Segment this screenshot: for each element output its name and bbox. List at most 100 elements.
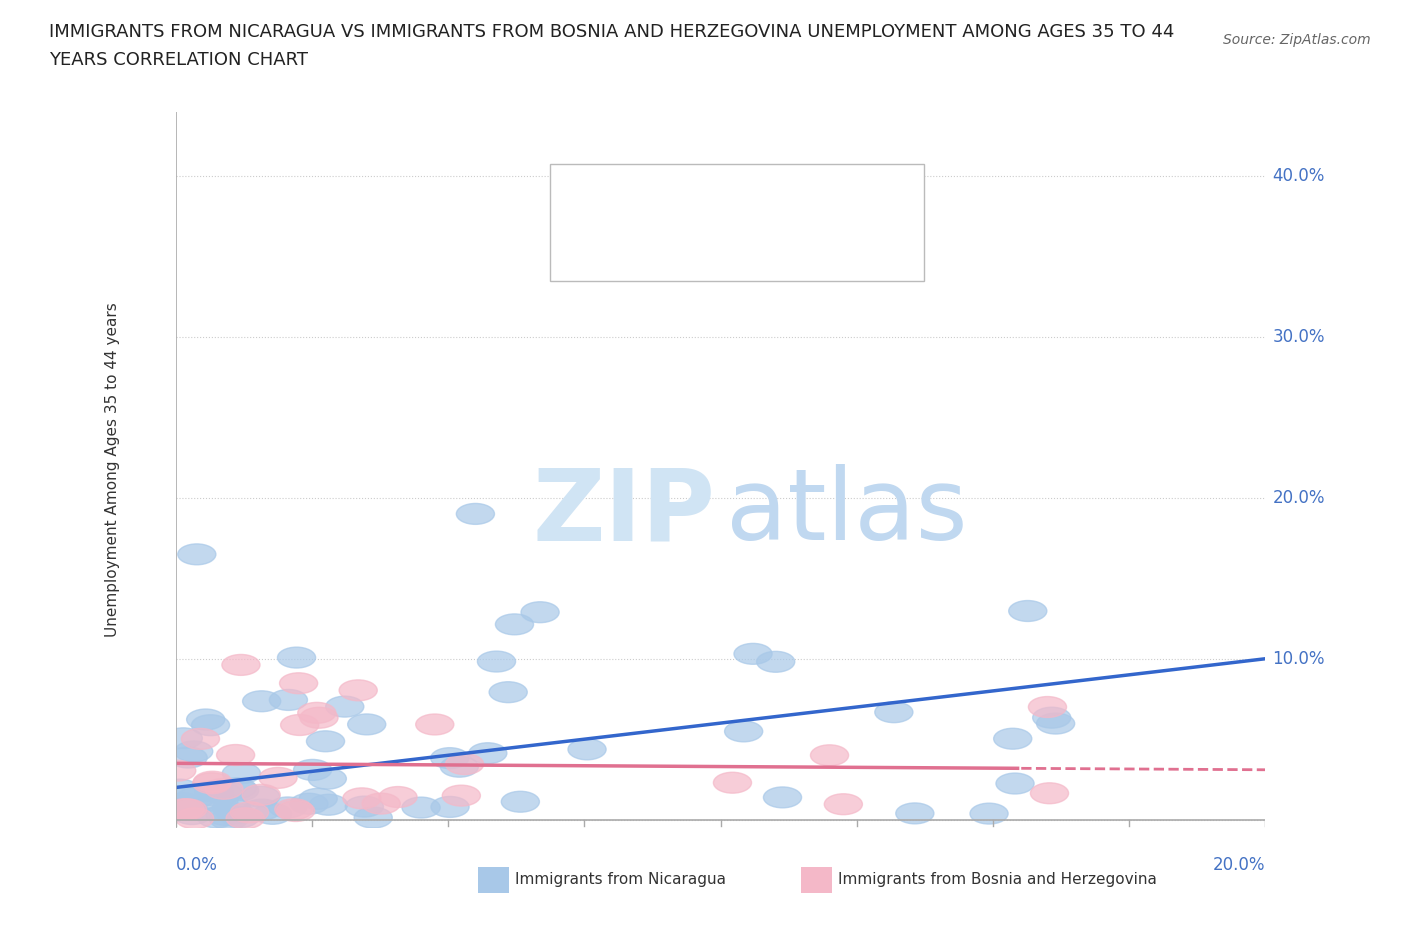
Ellipse shape [713, 772, 752, 793]
Ellipse shape [339, 680, 377, 701]
Ellipse shape [810, 745, 849, 765]
Ellipse shape [354, 807, 392, 828]
Ellipse shape [209, 809, 247, 830]
Ellipse shape [495, 614, 533, 635]
Ellipse shape [204, 783, 242, 804]
Ellipse shape [166, 799, 204, 819]
Ellipse shape [221, 806, 259, 828]
Ellipse shape [416, 714, 454, 735]
Text: 30.0%: 30.0% [1272, 328, 1324, 346]
Ellipse shape [281, 714, 319, 736]
Ellipse shape [160, 779, 198, 800]
Ellipse shape [242, 786, 280, 807]
Ellipse shape [177, 544, 217, 565]
Ellipse shape [163, 797, 201, 818]
Text: R =: R = [616, 188, 647, 206]
Ellipse shape [212, 797, 250, 818]
Ellipse shape [763, 787, 801, 808]
Text: 10.0%: 10.0% [1272, 650, 1324, 668]
Ellipse shape [1028, 697, 1067, 717]
Ellipse shape [430, 748, 468, 768]
Ellipse shape [165, 728, 202, 749]
Ellipse shape [173, 804, 211, 825]
Ellipse shape [177, 788, 215, 808]
Ellipse shape [274, 799, 314, 819]
Ellipse shape [896, 803, 934, 824]
Ellipse shape [1031, 783, 1069, 804]
Ellipse shape [468, 743, 508, 764]
Ellipse shape [1008, 601, 1047, 621]
Ellipse shape [307, 731, 344, 751]
Ellipse shape [824, 794, 862, 815]
Ellipse shape [218, 777, 256, 799]
Ellipse shape [443, 785, 481, 806]
Ellipse shape [226, 808, 264, 829]
Ellipse shape [176, 808, 214, 829]
Ellipse shape [478, 651, 516, 672]
Ellipse shape [277, 647, 315, 668]
Ellipse shape [347, 714, 385, 735]
Ellipse shape [253, 804, 291, 824]
Ellipse shape [326, 697, 364, 717]
Ellipse shape [994, 728, 1032, 750]
Ellipse shape [290, 793, 328, 814]
Ellipse shape [440, 756, 478, 777]
Text: IMMIGRANTS FROM NICARAGUA VS IMMIGRANTS FROM BOSNIA AND HERZEGOVINA UNEMPLOYMENT: IMMIGRANTS FROM NICARAGUA VS IMMIGRANTS … [49, 23, 1174, 41]
Ellipse shape [200, 790, 238, 812]
Ellipse shape [298, 702, 336, 724]
Ellipse shape [734, 644, 772, 664]
Ellipse shape [222, 655, 260, 675]
Ellipse shape [277, 801, 315, 821]
Ellipse shape [269, 797, 307, 817]
Ellipse shape [221, 780, 259, 801]
Text: Unemployment Among Ages 35 to 44 years: Unemployment Among Ages 35 to 44 years [105, 302, 120, 637]
Ellipse shape [169, 747, 207, 768]
Ellipse shape [432, 796, 470, 817]
Ellipse shape [181, 728, 219, 750]
Ellipse shape [280, 672, 318, 694]
Text: ZIP: ZIP [533, 464, 716, 561]
Text: 0.0%: 0.0% [176, 856, 218, 873]
Ellipse shape [194, 785, 232, 805]
Ellipse shape [1032, 707, 1071, 728]
Ellipse shape [970, 804, 1008, 824]
Ellipse shape [242, 784, 280, 805]
Ellipse shape [243, 799, 281, 820]
Ellipse shape [502, 791, 540, 812]
Ellipse shape [402, 797, 440, 818]
Ellipse shape [231, 802, 269, 823]
Ellipse shape [259, 767, 297, 789]
Text: 20.0%: 20.0% [1272, 489, 1324, 507]
Ellipse shape [875, 702, 912, 723]
Text: 20.0%: 20.0% [1213, 856, 1265, 873]
Ellipse shape [489, 682, 527, 703]
Ellipse shape [217, 745, 254, 765]
Ellipse shape [378, 787, 418, 807]
Ellipse shape [169, 799, 207, 820]
Ellipse shape [157, 760, 195, 781]
Ellipse shape [446, 753, 484, 775]
Ellipse shape [457, 503, 495, 525]
Ellipse shape [568, 739, 606, 760]
Ellipse shape [193, 773, 231, 793]
Ellipse shape [299, 708, 337, 728]
Ellipse shape [309, 794, 347, 816]
Ellipse shape [165, 793, 202, 814]
Ellipse shape [222, 763, 260, 784]
Ellipse shape [756, 651, 794, 672]
Ellipse shape [343, 788, 381, 809]
Ellipse shape [197, 807, 236, 828]
Ellipse shape [724, 721, 762, 742]
Ellipse shape [217, 803, 254, 824]
Text: Source: ZipAtlas.com: Source: ZipAtlas.com [1223, 33, 1371, 46]
Ellipse shape [995, 773, 1033, 794]
Ellipse shape [243, 691, 281, 711]
Text: N = 32: N = 32 [735, 236, 794, 254]
Ellipse shape [162, 793, 200, 815]
Ellipse shape [1036, 713, 1074, 734]
Text: Immigrants from Nicaragua: Immigrants from Nicaragua [515, 872, 725, 887]
Text: 40.0%: 40.0% [1272, 167, 1324, 185]
Ellipse shape [167, 787, 205, 808]
Ellipse shape [195, 781, 233, 802]
Ellipse shape [308, 768, 346, 790]
